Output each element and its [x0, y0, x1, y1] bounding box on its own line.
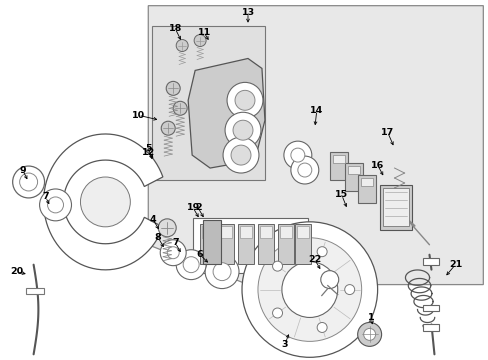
Circle shape: [204, 255, 239, 289]
Circle shape: [344, 285, 354, 294]
Bar: [296, 226, 308, 238]
Circle shape: [47, 197, 63, 213]
Text: 15: 15: [334, 190, 347, 199]
Bar: [258, 224, 273, 264]
Circle shape: [230, 145, 250, 165]
Circle shape: [281, 262, 337, 318]
Text: 1: 1: [367, 313, 374, 322]
Text: 21: 21: [448, 260, 461, 269]
Circle shape: [194, 35, 205, 46]
Circle shape: [357, 323, 381, 346]
Text: 12: 12: [142, 148, 155, 157]
Text: 17: 17: [380, 128, 393, 137]
Circle shape: [242, 222, 377, 357]
Text: 4: 4: [150, 215, 156, 224]
Circle shape: [317, 247, 326, 257]
Bar: [202, 226, 214, 238]
Circle shape: [173, 101, 187, 115]
Bar: [220, 226, 232, 238]
Bar: [344, 163, 362, 191]
Bar: [347, 166, 359, 174]
Bar: [382, 188, 407, 226]
Circle shape: [297, 163, 311, 177]
Polygon shape: [148, 6, 482, 285]
Circle shape: [223, 137, 259, 173]
Bar: [25, 288, 43, 293]
Text: 3: 3: [281, 340, 287, 349]
Bar: [200, 224, 216, 264]
Bar: [329, 152, 347, 180]
Circle shape: [166, 81, 180, 95]
Bar: [423, 324, 439, 332]
Text: 22: 22: [307, 255, 321, 264]
Text: 8: 8: [155, 233, 162, 242]
Circle shape: [224, 112, 261, 148]
Text: 5: 5: [145, 144, 151, 153]
Text: 14: 14: [309, 106, 323, 115]
Circle shape: [167, 247, 179, 259]
Circle shape: [233, 120, 252, 140]
Circle shape: [40, 189, 71, 221]
Bar: [218, 224, 234, 264]
Polygon shape: [188, 58, 264, 168]
Circle shape: [160, 240, 186, 266]
Circle shape: [176, 40, 188, 51]
Circle shape: [20, 173, 38, 191]
Circle shape: [158, 219, 176, 237]
Bar: [238, 224, 253, 264]
Text: 19: 19: [186, 203, 200, 212]
Circle shape: [226, 82, 263, 118]
Circle shape: [161, 121, 175, 135]
Text: 18: 18: [168, 24, 182, 33]
Circle shape: [176, 250, 205, 280]
Text: 16: 16: [370, 161, 384, 170]
Text: 20: 20: [10, 267, 23, 276]
Circle shape: [272, 308, 282, 318]
Circle shape: [235, 90, 254, 110]
Text: 11: 11: [197, 28, 210, 37]
Bar: [360, 178, 372, 186]
Text: 7: 7: [42, 193, 49, 202]
Circle shape: [13, 166, 44, 198]
Bar: [423, 258, 439, 265]
Circle shape: [183, 257, 199, 273]
Circle shape: [317, 323, 326, 332]
Circle shape: [258, 238, 361, 341]
Bar: [203, 220, 221, 264]
Polygon shape: [43, 134, 163, 270]
Bar: [279, 226, 291, 238]
Text: 10: 10: [131, 111, 144, 120]
Bar: [423, 305, 439, 311]
Text: 6: 6: [196, 250, 203, 259]
Bar: [357, 175, 375, 203]
Circle shape: [363, 328, 375, 340]
Bar: [277, 224, 293, 264]
Bar: [193, 218, 307, 273]
Bar: [332, 155, 344, 163]
Bar: [379, 185, 411, 230]
Circle shape: [284, 141, 311, 169]
Text: 7: 7: [172, 238, 178, 247]
Circle shape: [213, 263, 230, 280]
Polygon shape: [152, 26, 264, 180]
Bar: [294, 224, 310, 264]
Bar: [240, 226, 251, 238]
Circle shape: [272, 261, 282, 271]
Text: 9: 9: [20, 166, 26, 175]
Text: 2: 2: [194, 203, 201, 212]
Circle shape: [320, 271, 338, 289]
Circle shape: [290, 148, 304, 162]
Text: 13: 13: [241, 8, 254, 17]
Bar: [260, 226, 271, 238]
Circle shape: [290, 156, 318, 184]
Circle shape: [81, 177, 130, 227]
